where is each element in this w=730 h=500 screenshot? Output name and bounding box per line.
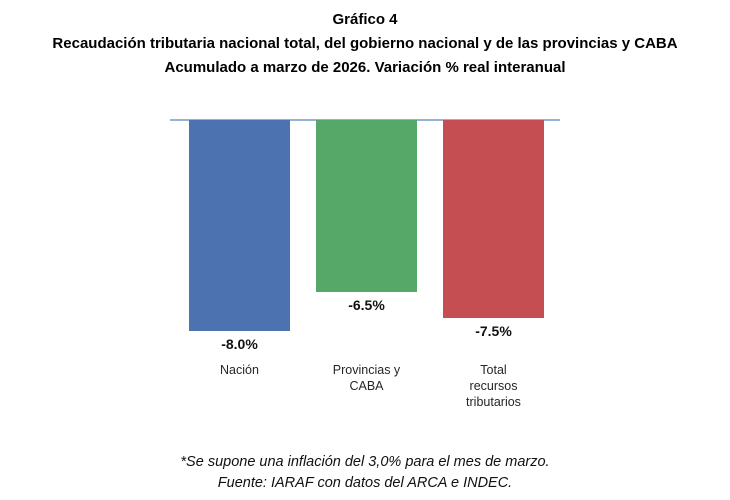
bar-value-label: -8.0% [221,336,258,352]
chart-subtitle-line2: Acumulado a marzo de 2026. Variación % r… [164,59,566,76]
plot-area: -8.0% Nación -6.5% Provincias y CABA -7.5% To… [170,119,560,419]
bar-value-label: -7.5% [475,323,512,339]
bar [189,120,290,331]
footnote-inflation-assumption: *Se supone una inflación del 3,0% para e… [180,454,550,470]
bar-value-label: -6.5% [348,297,385,313]
chart-footnotes: *Se supone una inflación del 3,0% para e… [0,452,730,494]
chart-title: Gráfico 4 [332,11,398,28]
bar [443,120,544,318]
bar [316,120,417,292]
category-label: Total recursos tributarios [466,363,521,409]
chart-titles: Gráfico 4 Recaudación tributaria naciona… [0,8,730,80]
category-label: Nación [220,363,259,377]
category-label: Provincias y CABA [332,363,401,393]
chart-subtitle-line1: Recaudación tributaria nacional total, d… [52,35,678,52]
footnote-source: Fuente: IARAF con datos del ARCA e INDEC… [217,475,513,491]
